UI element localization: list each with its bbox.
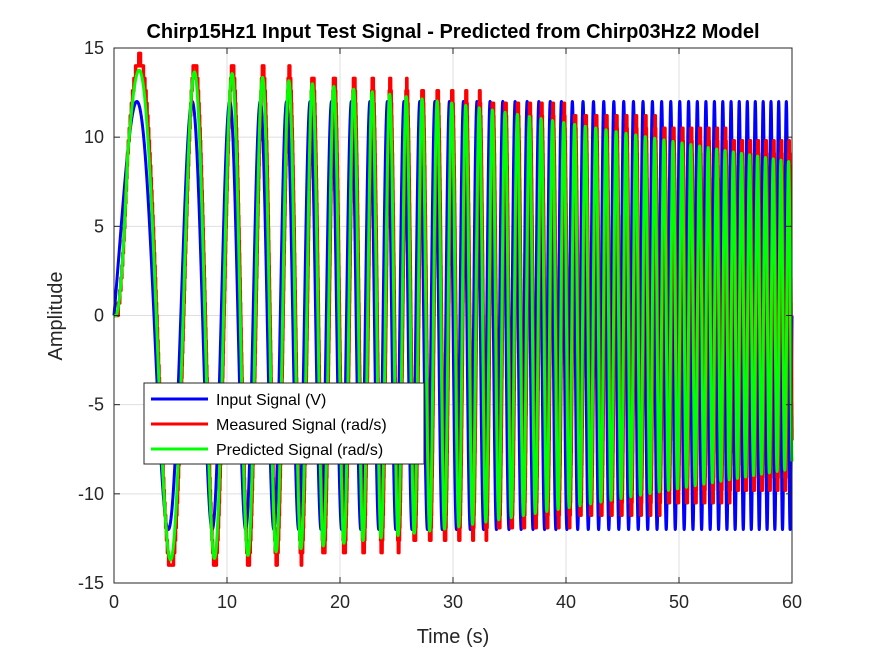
legend-label-2: Measured Signal (rad/s): [216, 417, 387, 434]
x-tick-label: 20: [330, 592, 350, 612]
y-tick-label: -10: [78, 484, 104, 504]
x-axis-label: Time (s): [417, 626, 490, 648]
legend-label-3: Predicted Signal (rad/s): [216, 442, 383, 459]
y-tick-label: -5: [88, 395, 104, 415]
chart-title: Chirp15Hz1 Input Test Signal - Predicted…: [146, 21, 759, 43]
x-tick-label: 40: [556, 592, 576, 612]
y-tick-label: 10: [84, 127, 104, 147]
x-tick-label: 0: [109, 592, 119, 612]
x-tick-label: 60: [782, 592, 802, 612]
legend-label-1: Input Signal (V): [216, 392, 326, 409]
x-tick-label: 50: [669, 592, 689, 612]
series-line-3: [112, 68, 794, 562]
y-tick-label: 15: [84, 38, 104, 58]
x-tick-label: 10: [217, 592, 237, 612]
legend: Input Signal (V) Measured Signal (rad/s) P…: [143, 382, 425, 465]
y-tick-label: 5: [94, 216, 104, 236]
x-tick-label: 30: [443, 592, 463, 612]
y-tick-label: 0: [94, 306, 104, 326]
series-layer: [112, 51, 794, 567]
ticks: 0 10 20 30 40 50 60 -15 -10 -5 0 5 10 15: [78, 38, 802, 612]
y-axis-label: Amplitude: [45, 272, 67, 361]
y-tick-label: -15: [78, 573, 104, 593]
